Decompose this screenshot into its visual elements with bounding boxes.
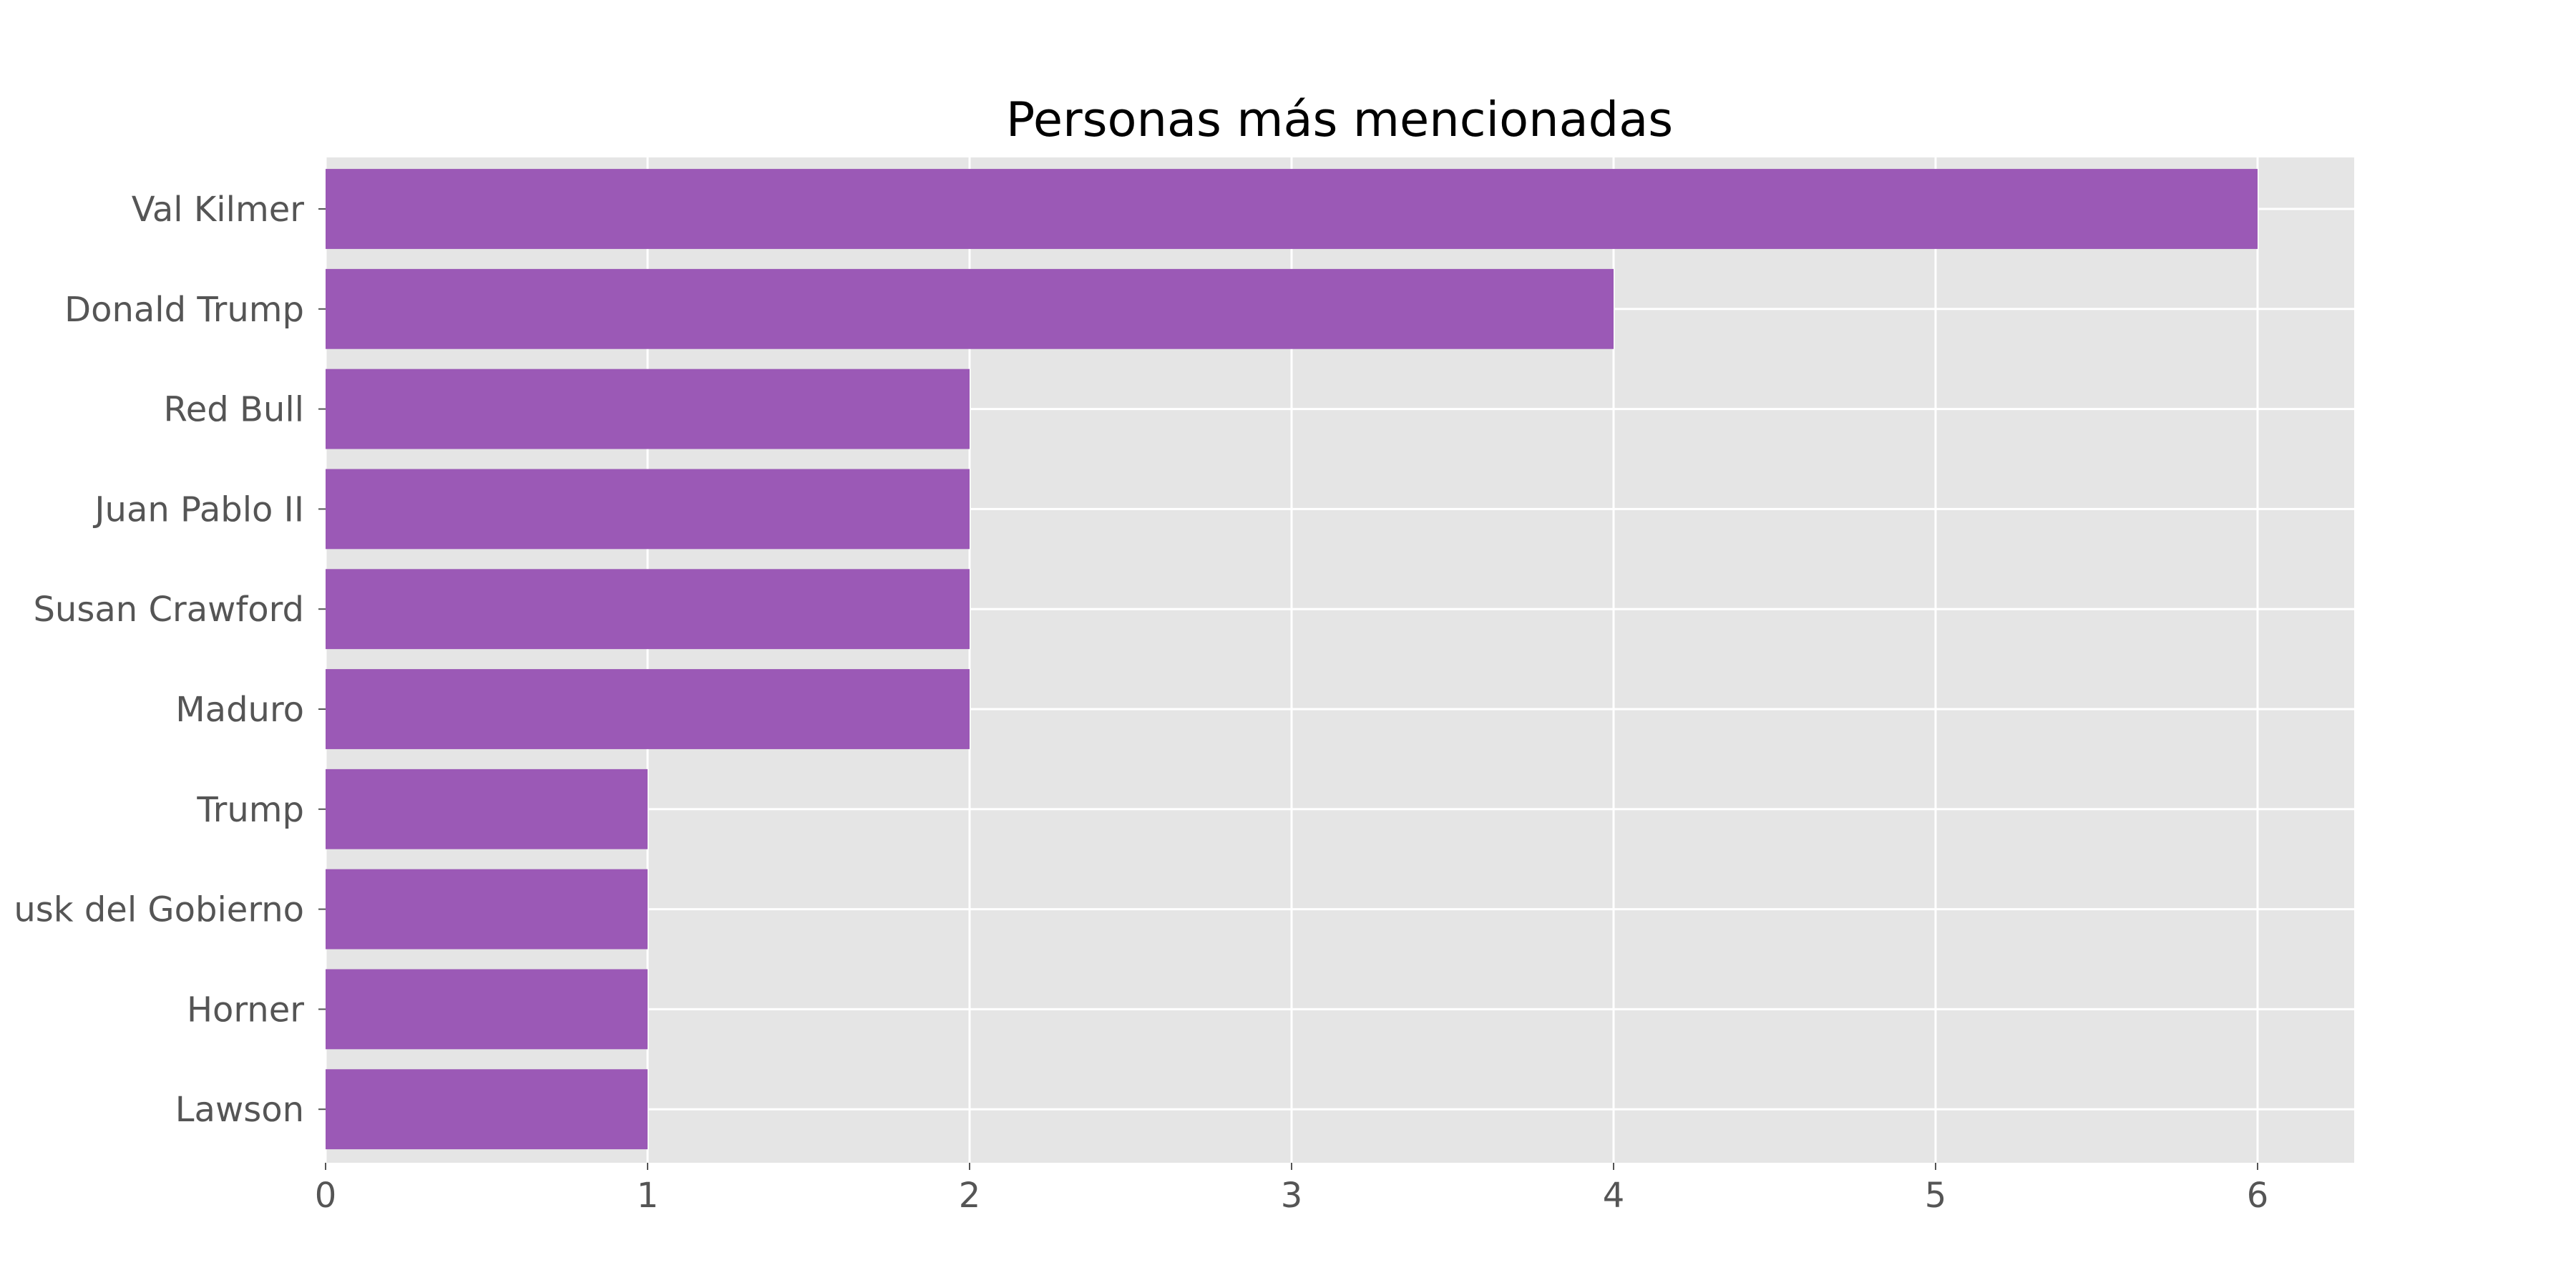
y-tick-label: Juan Pablo II [92, 489, 304, 530]
x-axis: 0 1 2 3 4 5 6 [315, 1163, 2269, 1216]
bar [326, 369, 970, 449]
bar [326, 769, 648, 849]
y-tick-label: Susan Crawford [33, 590, 304, 630]
y-tick-label: Red Bull [164, 390, 304, 430]
x-tick-label: 3 [1281, 1176, 1303, 1216]
bar [326, 169, 2258, 249]
y-axis: Val Kilmer Donald Trump Red Bull Juan Pablo… [14, 190, 326, 1130]
bar [326, 969, 648, 1050]
x-tick-label: 4 [1603, 1176, 1625, 1216]
y-tick-label: Horner [187, 990, 304, 1030]
x-tick-label: 2 [959, 1176, 981, 1216]
x-tick-label: 6 [2247, 1176, 2269, 1216]
y-tick-label: Lawson [175, 1090, 304, 1130]
x-tick-label: 1 [637, 1176, 659, 1216]
bar [326, 268, 1614, 349]
x-tick-label: 0 [315, 1176, 337, 1216]
y-tick-label: Maduro [175, 690, 304, 730]
bar [326, 569, 970, 650]
bar [326, 1069, 648, 1150]
y-tick-label: Trump [196, 790, 304, 830]
bar [326, 669, 970, 749]
y-tick-label: usk del Gobierno [14, 890, 304, 930]
chart-title: Personas más mencionadas [1006, 92, 1673, 147]
bar [326, 469, 970, 550]
bar [326, 869, 648, 950]
x-tick-label: 5 [1925, 1176, 1947, 1216]
y-tick-label: Donald Trump [64, 290, 304, 330]
bars [326, 169, 2258, 1150]
y-tick-label: Val Kilmer [132, 190, 305, 230]
